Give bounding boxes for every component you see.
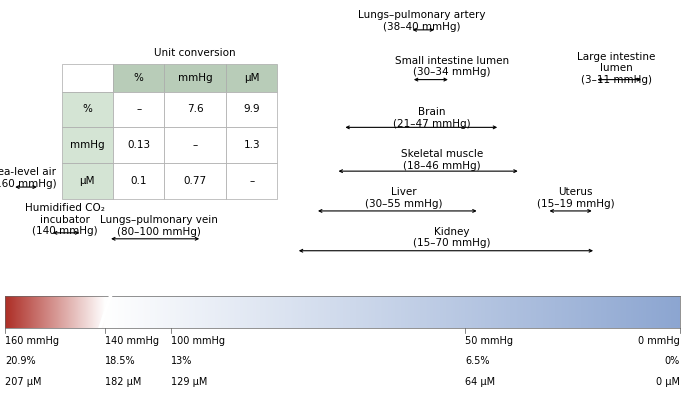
Text: Uterus
(15–19 mmHg): Uterus (15–19 mmHg) bbox=[536, 187, 614, 209]
Text: 182 μM: 182 μM bbox=[105, 377, 142, 387]
Text: 7.6: 7.6 bbox=[187, 104, 203, 115]
Text: Small intestine lumen
(30–34 mmHg): Small intestine lumen (30–34 mmHg) bbox=[395, 56, 509, 77]
Text: 13%: 13% bbox=[171, 356, 192, 366]
Bar bbox=[164, 64, 226, 92]
Text: Lungs–pulmonary artery
(38–40 mmHg): Lungs–pulmonary artery (38–40 mmHg) bbox=[358, 10, 485, 31]
Bar bbox=[164, 92, 226, 127]
Bar bbox=[113, 64, 164, 92]
Text: 140 mmHg: 140 mmHg bbox=[105, 336, 159, 345]
Text: 207 μM: 207 μM bbox=[5, 377, 42, 387]
Bar bbox=[62, 92, 113, 127]
Bar bbox=[226, 127, 277, 163]
Text: 0 μM: 0 μM bbox=[656, 377, 680, 387]
Text: –: – bbox=[192, 140, 198, 150]
Bar bbox=[113, 127, 164, 163]
Text: Unit conversion: Unit conversion bbox=[154, 48, 236, 58]
Bar bbox=[226, 64, 277, 92]
Text: Liver
(30–55 mmHg): Liver (30–55 mmHg) bbox=[365, 187, 443, 209]
Text: 0.1: 0.1 bbox=[130, 176, 147, 186]
Text: Large intestine
lumen
(3–11 mmHg): Large intestine lumen (3–11 mmHg) bbox=[577, 52, 656, 85]
Text: 64 μM: 64 μM bbox=[465, 377, 495, 387]
Text: –: – bbox=[249, 176, 254, 186]
Bar bbox=[226, 163, 277, 199]
Text: –: – bbox=[136, 104, 141, 115]
Text: mmHg: mmHg bbox=[70, 140, 105, 150]
Bar bbox=[164, 163, 226, 199]
Bar bbox=[113, 92, 164, 127]
Bar bbox=[164, 127, 226, 163]
Text: μM: μM bbox=[244, 72, 260, 83]
Text: Brain
(21–47 mmHg): Brain (21–47 mmHg) bbox=[393, 107, 471, 129]
Text: 160 mmHg: 160 mmHg bbox=[5, 336, 60, 345]
Text: %: % bbox=[82, 104, 92, 115]
Text: 129 μM: 129 μM bbox=[171, 377, 207, 387]
Text: Kidney
(15–70 mmHg): Kidney (15–70 mmHg) bbox=[413, 227, 491, 248]
Text: μM: μM bbox=[79, 176, 95, 186]
Bar bbox=[113, 163, 164, 199]
Text: 20.9%: 20.9% bbox=[5, 356, 36, 366]
Text: 0.13: 0.13 bbox=[127, 140, 150, 150]
Bar bbox=[226, 92, 277, 127]
Text: Skeletal muscle
(18–46 mmHg): Skeletal muscle (18–46 mmHg) bbox=[401, 149, 483, 171]
Bar bbox=[62, 163, 113, 199]
Text: 0 mmHg: 0 mmHg bbox=[638, 336, 680, 345]
Text: 100 mmHg: 100 mmHg bbox=[171, 336, 225, 345]
Text: 50 mmHg: 50 mmHg bbox=[465, 336, 513, 345]
Text: %: % bbox=[134, 72, 144, 83]
Text: Humidified CO₂
incubator
(140 mmHg): Humidified CO₂ incubator (140 mmHg) bbox=[25, 203, 105, 236]
Text: 0%: 0% bbox=[664, 356, 680, 366]
Text: 1.3: 1.3 bbox=[243, 140, 260, 150]
Text: mmHg: mmHg bbox=[178, 72, 212, 83]
Text: Sea-level air
(160 mmHg): Sea-level air (160 mmHg) bbox=[0, 167, 57, 189]
Text: Lungs–pulmonary vein
(80–100 mmHg): Lungs–pulmonary vein (80–100 mmHg) bbox=[100, 215, 218, 236]
Text: 0.77: 0.77 bbox=[184, 176, 207, 186]
Bar bbox=[62, 64, 113, 92]
Text: 18.5%: 18.5% bbox=[105, 356, 136, 366]
Text: 6.5%: 6.5% bbox=[465, 356, 490, 366]
Bar bbox=[62, 127, 113, 163]
Text: 9.9: 9.9 bbox=[243, 104, 260, 115]
